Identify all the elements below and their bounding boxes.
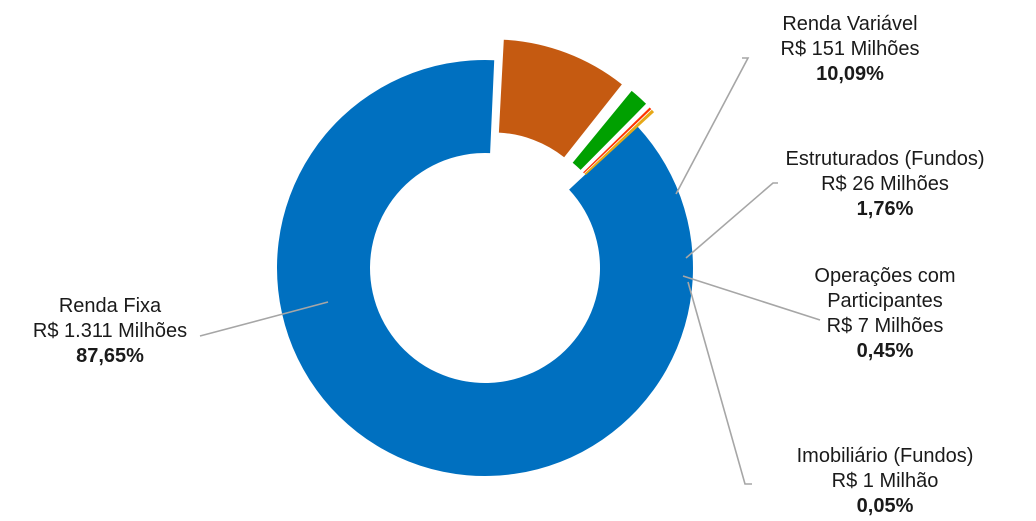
leader-line-renda-fixa: [199, 301, 329, 337]
label-amount-renda-fixa: R$ 1.311 Milhões: [33, 320, 187, 342]
label-percent-renda-variavel: 10,09%: [816, 63, 884, 85]
label-name-renda-variavel: Renda Variável: [782, 13, 917, 35]
leader-lines: [199, 57, 821, 485]
label-amount-imobiliario-fundos: R$ 1 Milhão: [832, 470, 939, 492]
slice-renda-fixa: [276, 59, 693, 476]
label-name-renda-fixa: Renda Fixa: [59, 295, 162, 317]
label-amount-renda-variavel: R$ 151 Milhões: [781, 38, 920, 60]
label-percent-renda-fixa: 87,65%: [76, 345, 144, 367]
label-name-imobiliario-fundos: Imobiliário (Fundos): [797, 445, 974, 467]
leader-line-operacoes-com-participantes: [682, 275, 821, 321]
label-amount-operacoes-com-participantes: R$ 7 Milhões: [827, 315, 944, 337]
label-name-operacoes-com-participantes: Participantes: [827, 290, 943, 312]
label-percent-operacoes-com-participantes: 0,45%: [857, 340, 914, 362]
chart-slices: [276, 39, 693, 476]
slice-imobiliario-fundos: [584, 109, 655, 176]
slice-renda-variavel: [498, 39, 622, 158]
label-name-estruturados-fundos: Estruturados (Fundos): [786, 148, 985, 170]
slice-labels: Renda Fixa R$ 1.311 Milhões 87,65% Renda Va…: [33, 13, 985, 517]
label-amount-estruturados-fundos: R$ 26 Milhões: [821, 173, 949, 195]
label-percent-imobiliario-fundos: 0,05%: [857, 495, 914, 517]
leader-line-renda-variavel: [675, 57, 750, 195]
slice-estruturados-fundos: [572, 90, 647, 170]
leader-line-estruturados-fundos: [685, 182, 778, 259]
label-percent-estruturados-fundos: 1,76%: [857, 198, 914, 220]
leader-line-imobiliario-fundos: [687, 281, 752, 485]
slice-operacoes-com-participantes: [583, 107, 652, 174]
label-name-operacoes-com-participantes: Operações com: [814, 265, 955, 287]
